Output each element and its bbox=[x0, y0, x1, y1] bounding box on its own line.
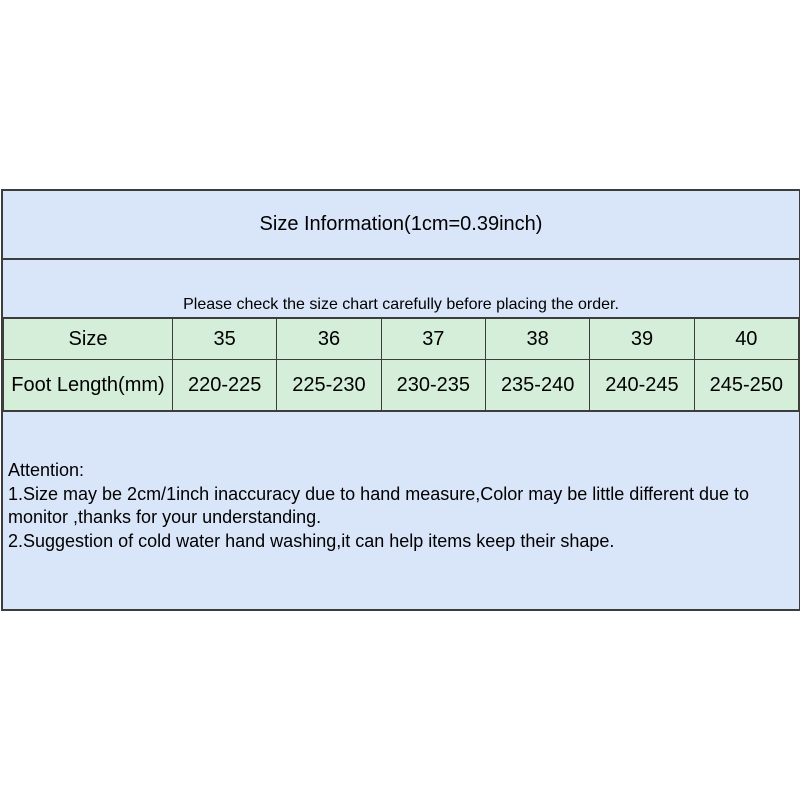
attention-line: 2.Suggestion of cold water hand washing,… bbox=[8, 530, 615, 551]
size-information-panel: Size Information(1cm=0.39inch) Please ch… bbox=[1, 189, 800, 611]
foot-length-cell: 230-235 bbox=[380, 359, 486, 412]
attention-heading: Attention: bbox=[8, 460, 85, 480]
size-cell: 35 bbox=[171, 317, 278, 360]
foot-length-cell: 220-225 bbox=[171, 359, 278, 412]
foot-length-cell: 225-230 bbox=[276, 359, 382, 412]
size-cell: 38 bbox=[484, 317, 591, 360]
foot-length-row: Foot Length(mm) 220-225 225-230 230-235 … bbox=[3, 359, 800, 412]
size-cell: 37 bbox=[380, 317, 486, 360]
size-cell: 40 bbox=[693, 317, 800, 360]
foot-length-cell: 245-250 bbox=[693, 359, 800, 412]
size-cell: 36 bbox=[276, 317, 382, 360]
size-row-label: Size bbox=[3, 317, 173, 360]
attention-section: Attention: 1.Size may be 2cm/1inch inacc… bbox=[3, 412, 799, 609]
size-information-title: Size Information(1cm=0.39inch) bbox=[3, 191, 799, 260]
size-chart-note: Please check the size chart carefully be… bbox=[3, 260, 799, 317]
size-cell: 39 bbox=[589, 317, 695, 360]
foot-length-cell: 240-245 bbox=[589, 359, 695, 412]
attention-line: 1.Size may be 2cm/1inch inaccuracy due t… bbox=[8, 483, 750, 528]
foot-length-cell: 235-240 bbox=[484, 359, 591, 412]
foot-length-row-label: Foot Length(mm) bbox=[3, 359, 173, 412]
size-table: Size 35 36 37 38 39 40 Foot Length(mm) 2… bbox=[3, 317, 800, 412]
size-row: Size 35 36 37 38 39 40 bbox=[3, 317, 800, 360]
